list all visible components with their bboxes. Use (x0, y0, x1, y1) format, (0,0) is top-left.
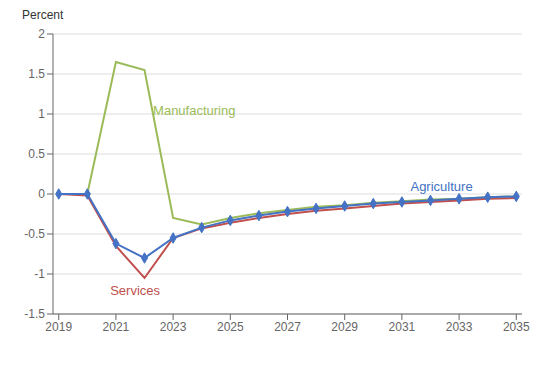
svg-text:2027: 2027 (274, 320, 301, 334)
svg-text:2023: 2023 (160, 320, 187, 334)
svg-text:1.5: 1.5 (28, 67, 45, 81)
svg-text:-1: -1 (34, 267, 45, 281)
svg-text:2021: 2021 (103, 320, 130, 334)
svg-text:Services: Services (110, 283, 160, 298)
svg-text:Manufacturing: Manufacturing (153, 103, 235, 118)
svg-text:0: 0 (38, 187, 45, 201)
svg-text:2033: 2033 (446, 320, 473, 334)
svg-text:2: 2 (38, 27, 45, 41)
svg-text:2025: 2025 (217, 320, 244, 334)
svg-text:2019: 2019 (45, 320, 72, 334)
svg-text:-0.5: -0.5 (24, 227, 45, 241)
svg-text:Agriculture: Agriculture (410, 179, 472, 194)
svg-text:2029: 2029 (331, 320, 358, 334)
html-text:Percent: Percent (22, 8, 64, 22)
svg-text:1: 1 (38, 107, 45, 121)
svg-text:0.5: 0.5 (28, 147, 45, 161)
svg-text:2031: 2031 (389, 320, 416, 334)
svg-text:-1.5: -1.5 (24, 307, 45, 321)
svg-text:2035: 2035 (503, 320, 530, 334)
